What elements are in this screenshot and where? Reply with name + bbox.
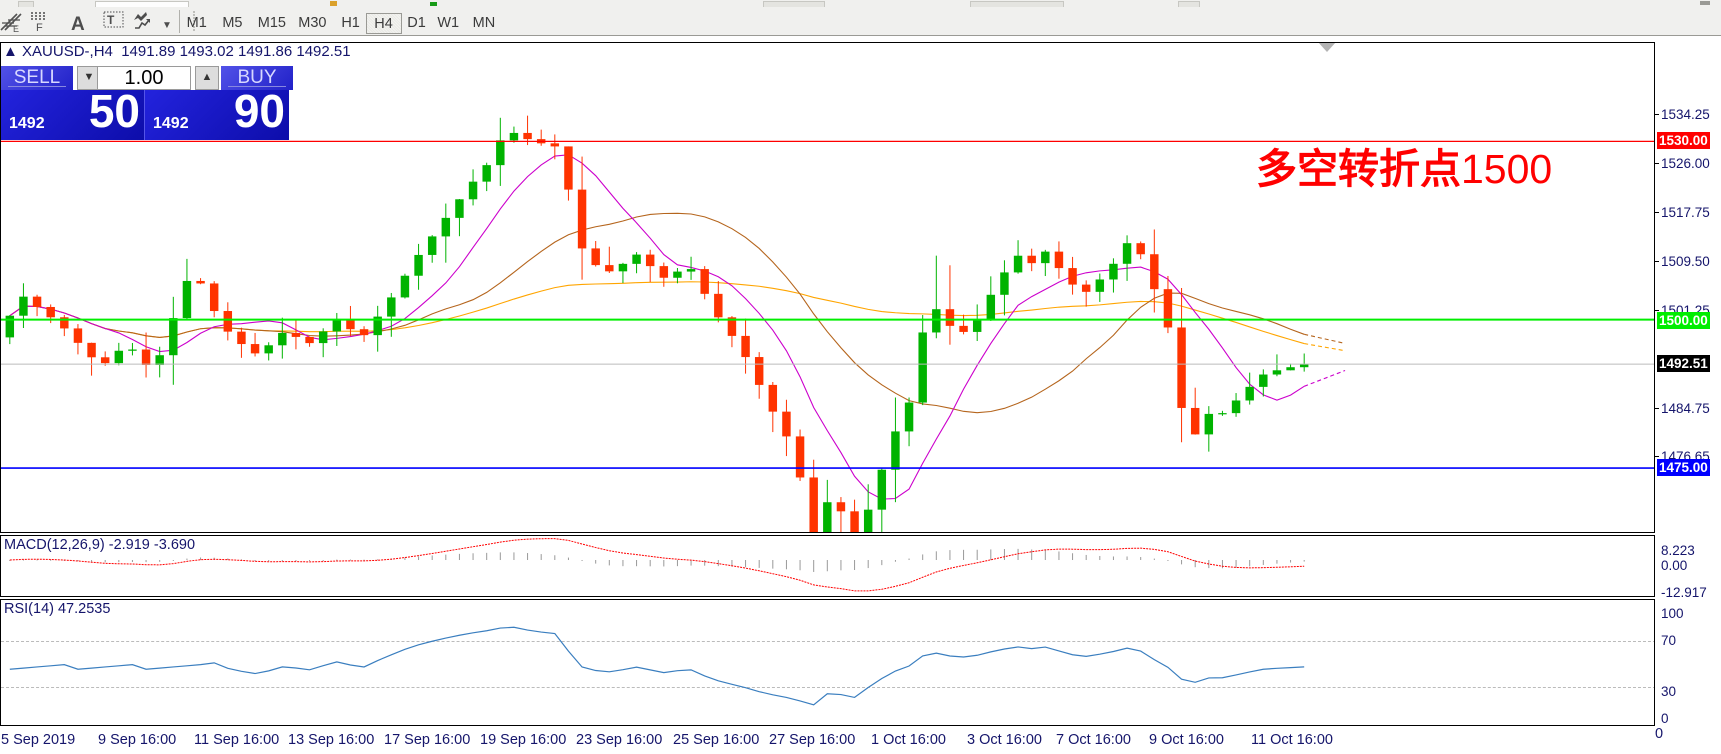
svg-text:多空转折点1500: 多空转折点1500: [1256, 146, 1552, 192]
